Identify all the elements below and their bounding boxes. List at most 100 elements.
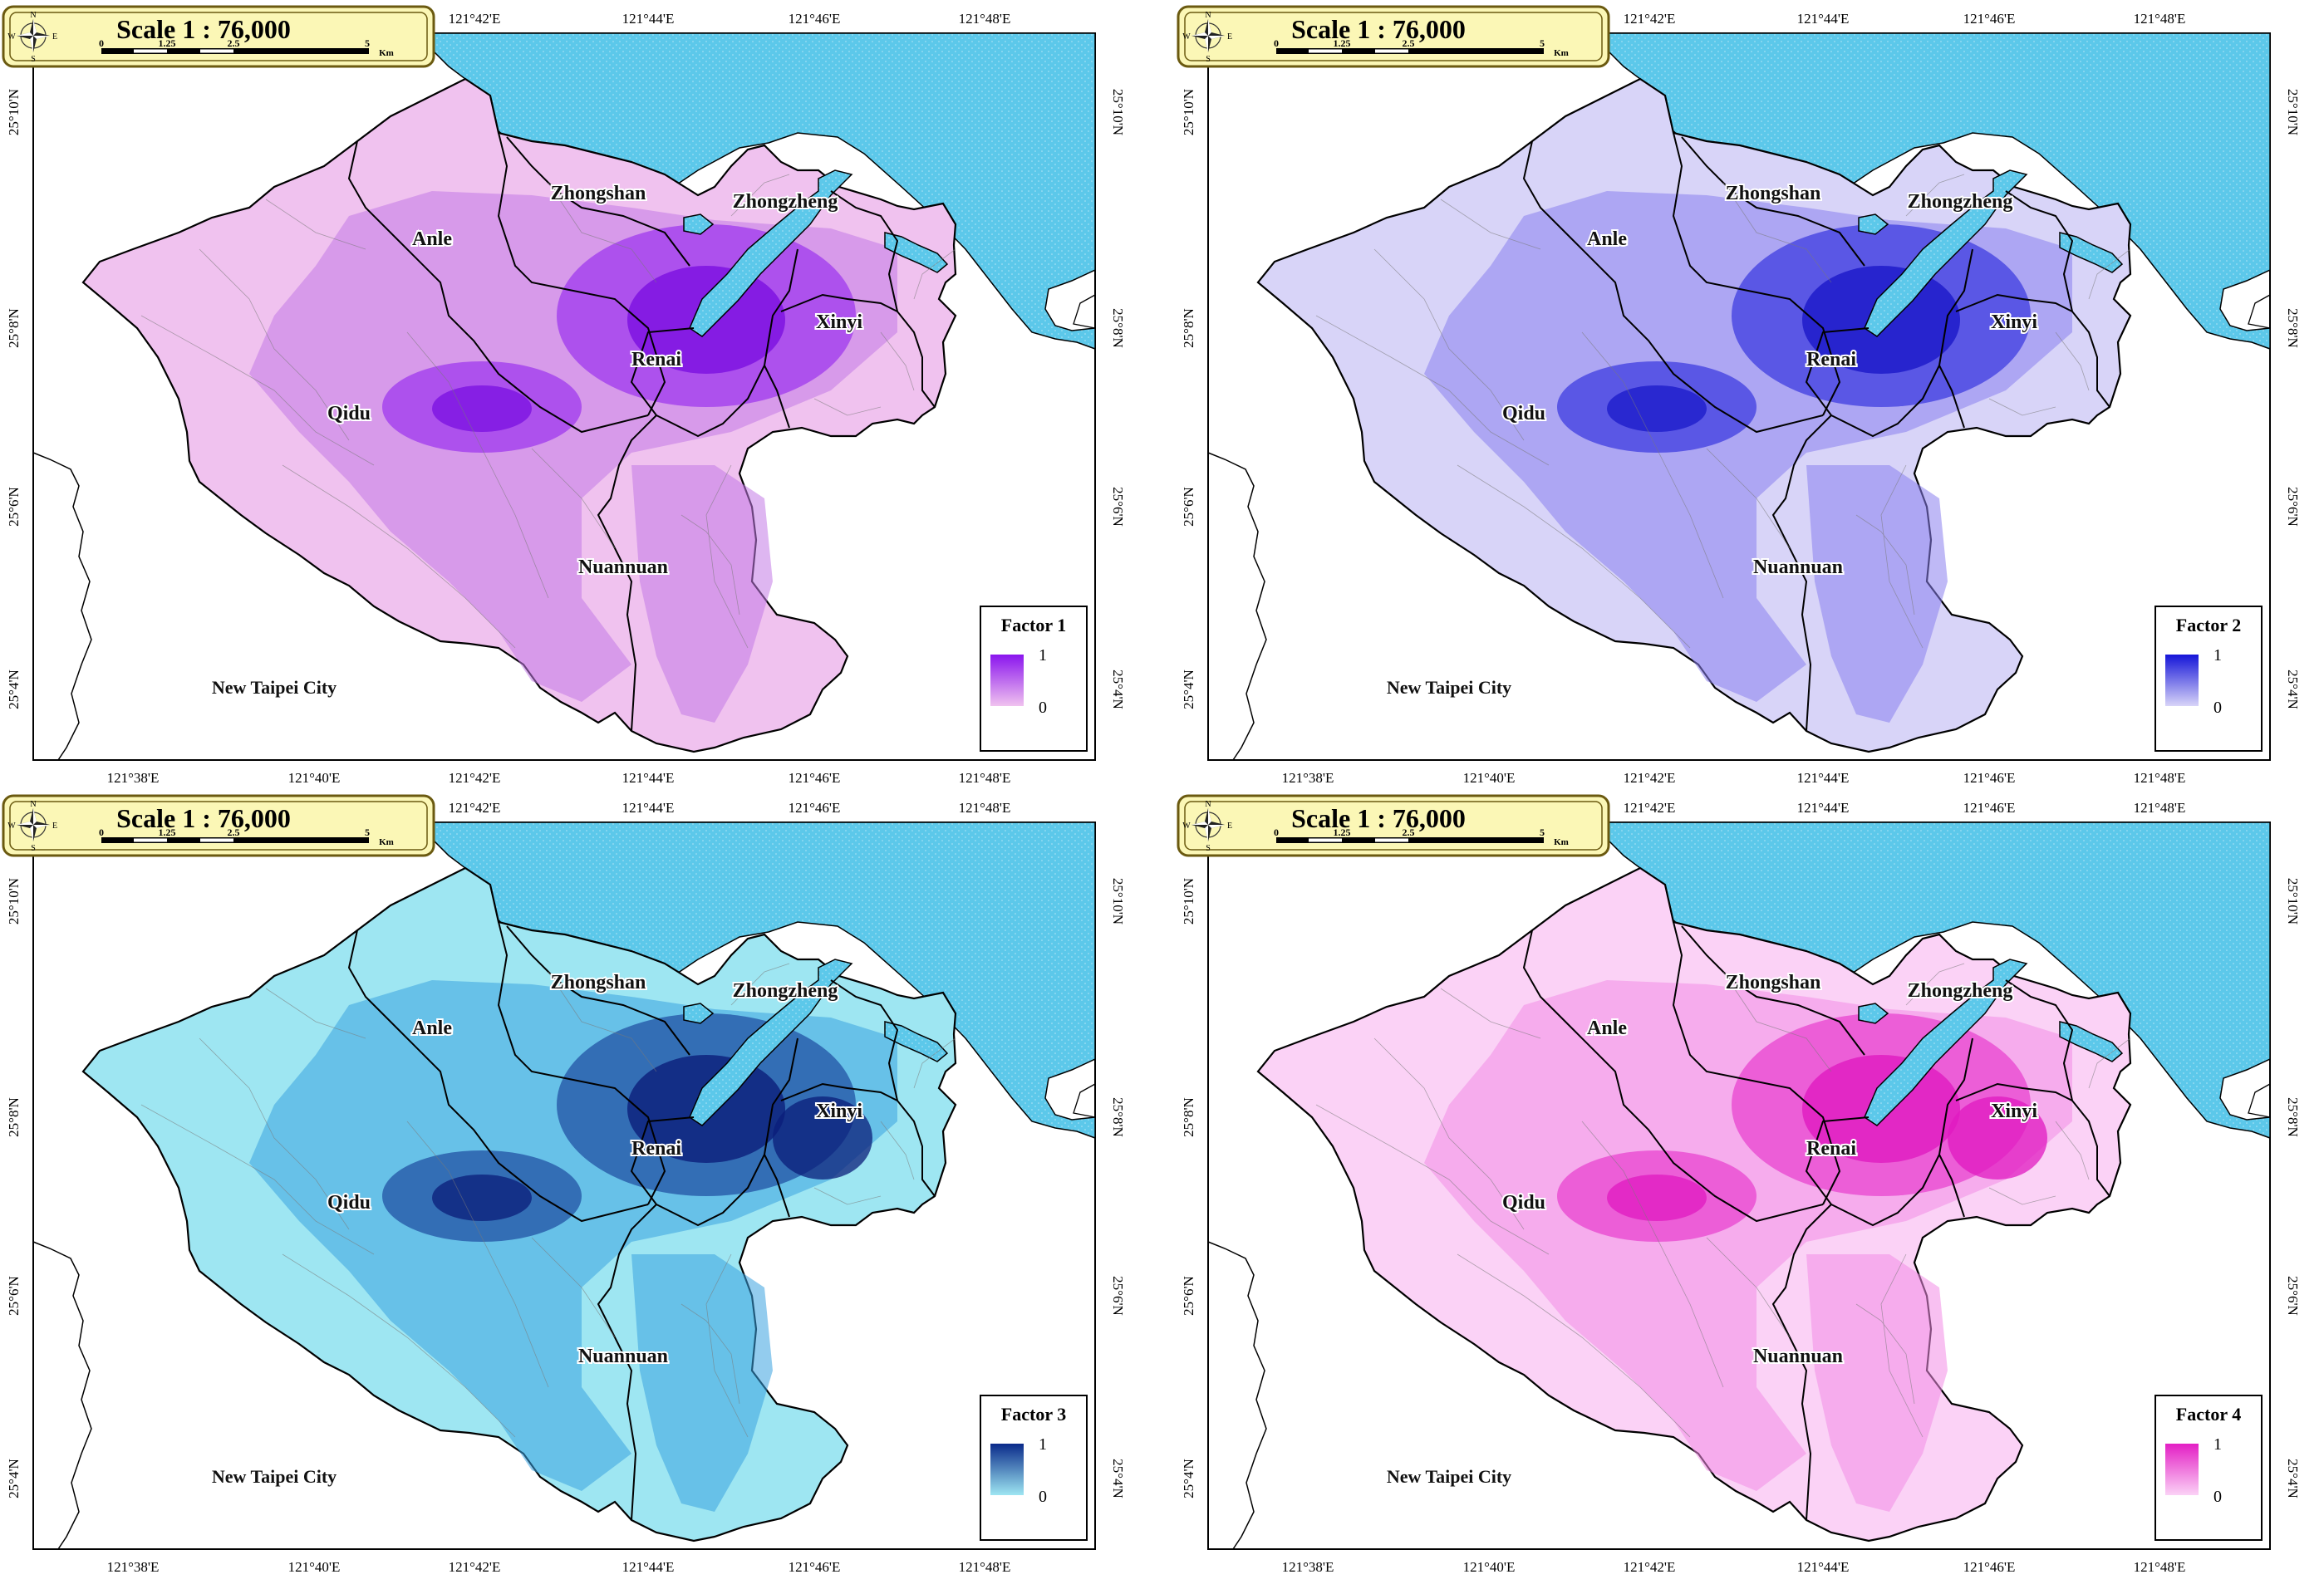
lon-label: 121°42'E	[1624, 800, 1676, 816]
district-boundaries	[347, 132, 936, 732]
svg-text:Factor 1: Factor 1	[1001, 615, 1066, 635]
harbour-inlet	[689, 169, 853, 337]
svg-text:0: 0	[1274, 826, 1279, 838]
district-label-nuannuan: Nuannuan	[1753, 1346, 1843, 1367]
harbour-dock	[2059, 232, 2124, 273]
svg-text:1: 1	[2213, 1435, 2222, 1454]
svg-text:W: W	[1182, 822, 1191, 831]
harbour-pier	[683, 213, 715, 235]
lat-label: 25°8'N	[2285, 1097, 2301, 1137]
west-coastline	[1207, 1241, 1267, 1550]
lon-label: 121°46'E	[789, 11, 841, 27]
svg-text:1.25: 1.25	[1334, 826, 1351, 838]
svg-text:E: E	[52, 32, 57, 42]
village-boundaries	[1315, 174, 2131, 649]
east-coastline	[1073, 1083, 1096, 1118]
svg-text:N: N	[30, 11, 36, 20]
lat-label: 25°4'N	[2285, 669, 2301, 709]
district-boundaries	[1522, 921, 2110, 1521]
district-label-renai: Renai	[631, 1138, 681, 1160]
svg-text:0: 0	[2213, 699, 2222, 717]
lon-label: 121°48'E	[2134, 800, 2186, 816]
district-label-xinyi: Xinyi	[1991, 1101, 2037, 1122]
svg-text:1: 1	[1039, 1435, 1047, 1454]
district-label-anle: Anle	[1587, 228, 1627, 250]
east-coastline	[2248, 294, 2271, 329]
lon-label: 121°46'E	[1963, 800, 2016, 816]
lat-label: 25°8'N	[1110, 1097, 1126, 1137]
lat-label: 25°8'N	[6, 1097, 22, 1137]
harbour-dock	[884, 1021, 949, 1062]
lat-label: 25°8'N	[1181, 1097, 1196, 1137]
district-label-zhongzheng: Zhongzheng	[1908, 191, 2013, 213]
factor-map-4: 121°38'E121°38'E121°40'E121°40'E121°42'E…	[1177, 794, 2301, 1575]
factor-map-1: 121°38'E121°38'E121°40'E121°40'E121°42'E…	[2, 5, 1126, 786]
lat-label: 25°6'N	[6, 1276, 22, 1316]
city-label: New Taipei City	[1387, 1466, 1511, 1487]
lat-label: 25°10'N	[1110, 89, 1126, 135]
scale-box: N S E W Scale 1 : 76,000 0 1.25 2.5 5 Km	[2, 5, 435, 68]
lon-label: 121°48'E	[959, 770, 1011, 786]
district-label-renai: Renai	[1806, 1138, 1856, 1160]
district-label-xinyi: Xinyi	[816, 311, 862, 333]
district-label-zhongshan: Zhongshan	[551, 183, 646, 204]
lat-label: 25°4'N	[6, 669, 22, 709]
lon-label: 121°42'E	[449, 1559, 501, 1575]
svg-text:1: 1	[1039, 646, 1047, 665]
district-label-zhongshan: Zhongshan	[1726, 972, 1821, 993]
svg-text:2.5: 2.5	[1403, 826, 1415, 838]
lon-label: 121°42'E	[449, 11, 501, 27]
lon-label: 121°42'E	[1624, 11, 1676, 27]
lat-label: 25°10'N	[6, 89, 22, 135]
district-label-zhongshan: Zhongshan	[551, 972, 646, 993]
lat-label: 25°10'N	[2285, 89, 2301, 135]
village-boundaries	[1315, 963, 2131, 1438]
svg-text:5: 5	[1540, 826, 1545, 838]
svg-text:0: 0	[1039, 1488, 1047, 1506]
district-label-zhongshan: Zhongshan	[1726, 183, 1821, 204]
lat-label: 25°4'N	[1181, 1459, 1196, 1498]
svg-text:2.5: 2.5	[228, 37, 240, 49]
lat-label: 25°10'N	[1181, 878, 1196, 925]
lon-label: 121°42'E	[449, 800, 501, 816]
district-label-nuannuan: Nuannuan	[578, 557, 668, 578]
svg-text:0: 0	[99, 826, 104, 838]
lat-label: 25°4'N	[2285, 1459, 2301, 1498]
lon-label: 121°44'E	[1797, 1559, 1850, 1575]
svg-text:5: 5	[1540, 37, 1545, 49]
lat-label: 25°6'N	[1110, 1276, 1126, 1316]
scale-title: Scale 1 : 76,000	[116, 14, 291, 44]
lon-label: 121°38'E	[107, 1559, 160, 1575]
lon-label: 121°48'E	[2134, 770, 2186, 786]
lat-label: 25°10'N	[1110, 878, 1126, 925]
factor-legend: Factor 3 1 0	[980, 1395, 1088, 1541]
lat-label: 25°6'N	[6, 487, 22, 527]
lon-label: 121°44'E	[622, 770, 675, 786]
lon-label: 121°42'E	[1624, 1559, 1676, 1575]
district-label-anle: Anle	[412, 1018, 452, 1039]
district-boundaries	[347, 921, 936, 1521]
scale-box: N S E W Scale 1 : 76,000 0 1.25 2.5 5 Km	[1177, 794, 1610, 857]
lon-label: 121°38'E	[107, 770, 160, 786]
svg-text:Km: Km	[379, 837, 394, 847]
svg-text:S: S	[31, 55, 36, 64]
density-heatmap	[1424, 980, 2072, 1512]
svg-text:E: E	[1227, 822, 1232, 831]
harbour-dock	[2059, 1021, 2124, 1062]
svg-text:N: N	[30, 800, 36, 809]
lon-label: 121°48'E	[959, 1559, 1011, 1575]
harbour-inlet	[1864, 169, 2028, 337]
svg-text:S: S	[1206, 844, 1211, 853]
factor-map-3: 121°38'E121°38'E121°40'E121°40'E121°42'E…	[2, 794, 1126, 1575]
svg-text:2.5: 2.5	[1403, 37, 1415, 49]
lon-label: 121°46'E	[789, 770, 841, 786]
lon-label: 121°42'E	[449, 770, 501, 786]
lat-label: 25°4'N	[1110, 1459, 1126, 1498]
harbour-inlet	[689, 959, 853, 1126]
harbour-dock	[884, 232, 949, 273]
svg-text:Factor 3: Factor 3	[1001, 1404, 1066, 1425]
svg-text:Km: Km	[1554, 48, 1569, 58]
svg-text:0: 0	[1039, 699, 1047, 717]
svg-text:0: 0	[2213, 1488, 2222, 1506]
lat-label: 25°4'N	[1110, 669, 1126, 709]
